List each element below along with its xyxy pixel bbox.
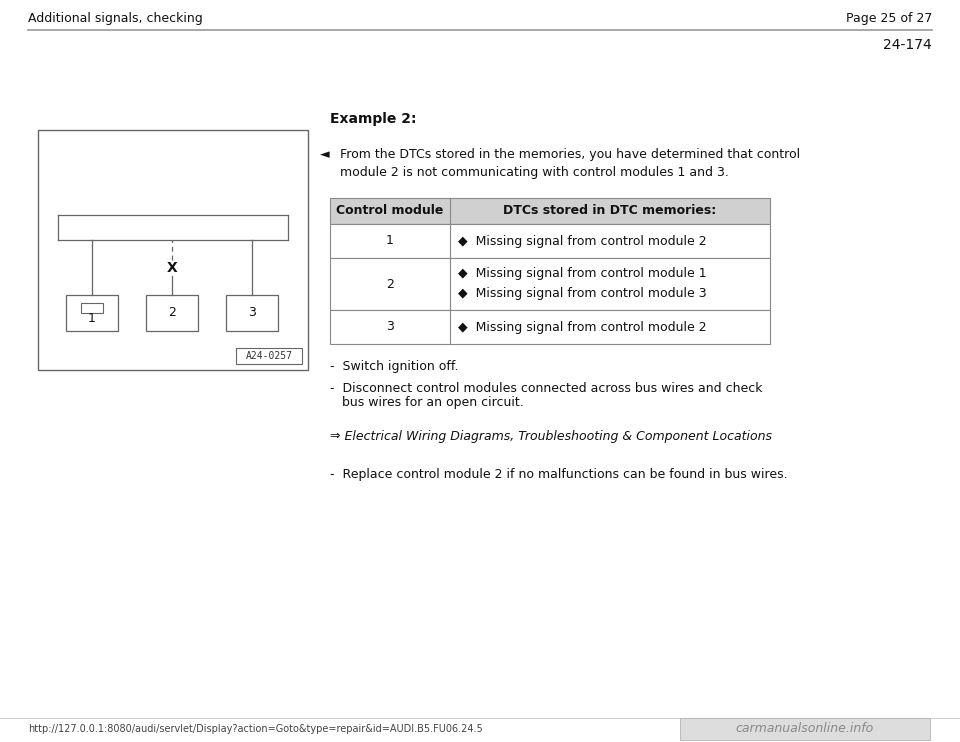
Text: http://127.0.0.1:8080/audi/servlet/Display?action=Goto&type=repair&id=AUDI.B5.FU: http://127.0.0.1:8080/audi/servlet/Displ… xyxy=(28,724,483,734)
Text: A24-0257: A24-0257 xyxy=(246,351,293,361)
Text: Control module: Control module xyxy=(336,205,444,217)
Text: 11/21/2002: 11/21/2002 xyxy=(876,724,932,734)
Text: From the DTCs stored in the memories, you have determined that control
module 2 : From the DTCs stored in the memories, yo… xyxy=(340,148,800,179)
Text: 24-174: 24-174 xyxy=(883,38,932,52)
Bar xyxy=(146,295,198,331)
Text: Page 25 of 27: Page 25 of 27 xyxy=(846,12,932,25)
Bar xyxy=(66,295,118,331)
Text: 1: 1 xyxy=(88,312,96,326)
Text: ⇒ Electrical Wiring Diagrams, Troubleshooting & Component Locations: ⇒ Electrical Wiring Diagrams, Troublesho… xyxy=(330,430,772,443)
Text: X: X xyxy=(167,260,178,275)
Text: ◆  Missing signal from control module 1
◆  Missing signal from control module 3: ◆ Missing signal from control module 1 ◆… xyxy=(458,268,707,301)
Text: Example 2:: Example 2: xyxy=(330,112,417,126)
Bar xyxy=(226,295,278,331)
Text: -  Replace control module 2 if no malfunctions can be found in bus wires.: - Replace control module 2 if no malfunc… xyxy=(330,468,787,481)
Text: 1: 1 xyxy=(386,234,394,248)
Text: carmanualsonline.info: carmanualsonline.info xyxy=(736,723,875,735)
Text: 3: 3 xyxy=(386,321,394,333)
Text: ◄: ◄ xyxy=(320,148,329,161)
Text: -  Switch ignition off.: - Switch ignition off. xyxy=(330,360,459,373)
Text: ◆  Missing signal from control module 2: ◆ Missing signal from control module 2 xyxy=(458,321,707,333)
Bar xyxy=(81,303,103,313)
Text: -  Disconnect control modules connected across bus wires and check: - Disconnect control modules connected a… xyxy=(330,382,762,395)
Text: Additional signals, checking: Additional signals, checking xyxy=(28,12,203,25)
Text: 2: 2 xyxy=(386,278,394,291)
Bar xyxy=(330,198,770,224)
Text: 2: 2 xyxy=(168,306,176,320)
Text: bus wires for an open circuit.: bus wires for an open circuit. xyxy=(330,396,524,409)
Bar xyxy=(330,258,770,310)
Bar xyxy=(38,130,308,370)
Bar xyxy=(236,348,302,364)
Text: ◆  Missing signal from control module 2: ◆ Missing signal from control module 2 xyxy=(458,234,707,248)
Bar xyxy=(330,224,770,258)
Bar xyxy=(330,310,770,344)
Text: DTCs stored in DTC memories:: DTCs stored in DTC memories: xyxy=(503,205,716,217)
Bar xyxy=(680,718,930,740)
Text: 3: 3 xyxy=(248,306,256,320)
